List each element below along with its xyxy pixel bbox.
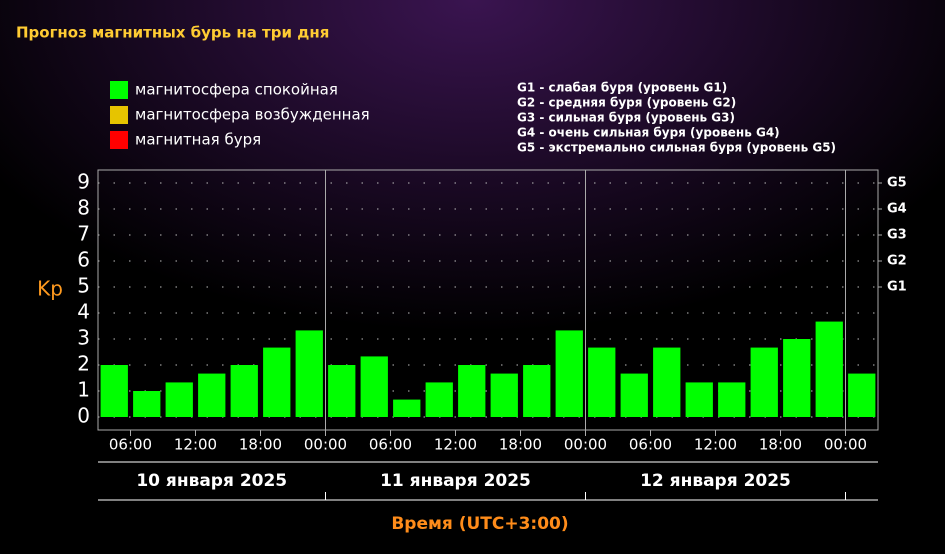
x-tick-label: 18:00 (759, 436, 802, 454)
legend-label: магнитная буря (135, 131, 261, 149)
bar (620, 373, 648, 417)
bar (685, 382, 713, 417)
legend-swatch (110, 106, 128, 124)
day-label: 10 января 2025 (136, 471, 287, 491)
y-tick-label: 5 (77, 274, 90, 298)
y-tick-label: 4 (77, 300, 90, 324)
g-legend-label: G5 - экстремально сильная буря (уровень … (517, 141, 836, 155)
bar (718, 382, 746, 417)
x-tick-label: 12:00 (174, 436, 217, 454)
bar (360, 356, 388, 417)
g-legend-label: G2 - средняя буря (уровень G2) (517, 96, 736, 110)
bar (295, 330, 323, 417)
bar (588, 347, 616, 417)
x-tick-label: 06:00 (109, 436, 152, 454)
y-tick-label: 6 (77, 248, 90, 272)
legend-swatch (110, 131, 128, 149)
x-axis-title: Время (UTC+3:00) (391, 514, 568, 534)
y-axis-title: Kp (37, 277, 63, 301)
x-tick-label: 00:00 (304, 436, 347, 454)
bar (490, 373, 518, 417)
bar (815, 321, 843, 417)
x-tick-label: 12:00 (434, 436, 477, 454)
bar (555, 330, 583, 417)
bar (230, 365, 258, 417)
plot-frame (97, 169, 879, 431)
bar (425, 382, 453, 417)
y-tick-label: 0 (77, 404, 90, 428)
g-legend-label: G3 - сильная буря (уровень G3) (517, 111, 735, 125)
y2-tick-label: G5 (887, 176, 907, 191)
g-legend-label: G4 - очень сильная буря (уровень G4) (517, 126, 780, 140)
x-tick-label: 00:00 (824, 436, 867, 454)
bar (328, 365, 356, 417)
y2-tick-label: G1 (887, 280, 907, 295)
y-tick-label: 2 (77, 352, 90, 376)
x-tick-label: 06:00 (369, 436, 412, 454)
y-tick-label: 1 (77, 378, 90, 402)
y2-tick-label: G2 (887, 254, 907, 269)
y-tick-label: 7 (77, 222, 90, 246)
legend-label: магнитосфера возбужденная (135, 106, 370, 124)
y2-tick-label: G3 (887, 228, 907, 243)
bar (523, 365, 551, 417)
bar (100, 365, 128, 417)
bar (133, 391, 161, 417)
day-label: 12 января 2025 (640, 471, 791, 491)
y2-tick-label: G4 (887, 202, 907, 217)
g-legend-label: G1 - слабая буря (уровень G1) (517, 81, 727, 95)
x-tick-label: 12:00 (694, 436, 737, 454)
x-tick-label: 00:00 (564, 436, 607, 454)
bar (750, 347, 778, 417)
day-label: 11 января 2025 (380, 471, 531, 491)
bar (165, 382, 193, 417)
legend-swatch (110, 81, 128, 99)
y-tick-label: 8 (77, 196, 90, 220)
bar (263, 347, 291, 417)
bar (783, 339, 811, 417)
x-tick-label: 18:00 (499, 436, 542, 454)
bar (198, 373, 226, 417)
bar (393, 399, 421, 417)
y-tick-label: 9 (77, 170, 90, 194)
bar (848, 373, 876, 417)
x-tick-label: 06:00 (629, 436, 672, 454)
y-tick-label: 3 (77, 326, 90, 350)
legend-label: магнитосфера спокойная (135, 81, 338, 99)
bar (458, 365, 486, 417)
chart-title: Прогноз магнитных бурь на три дня (16, 24, 329, 42)
x-tick-label: 18:00 (239, 436, 282, 454)
bar (653, 347, 681, 417)
